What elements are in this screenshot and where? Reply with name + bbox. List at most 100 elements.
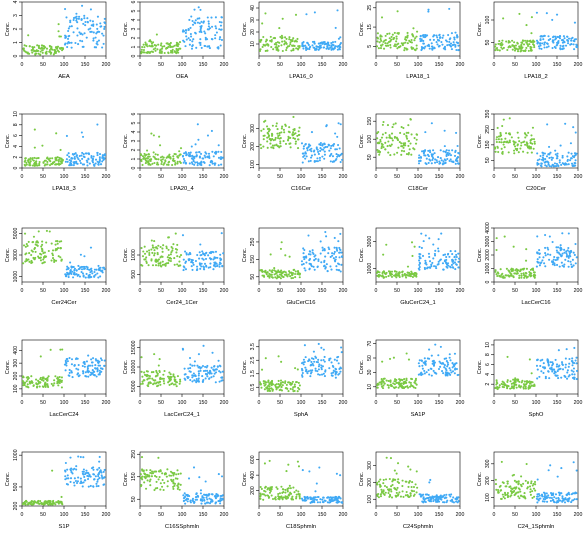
data-point <box>435 159 438 162</box>
data-point <box>188 43 191 46</box>
data-point <box>198 251 201 254</box>
data-point <box>183 373 186 376</box>
data-point <box>190 35 193 38</box>
data-point <box>378 274 381 277</box>
data-point <box>446 365 449 368</box>
data-point <box>409 117 412 121</box>
data-point <box>95 42 98 45</box>
data-point <box>312 350 315 353</box>
data-point <box>276 41 279 44</box>
data-point <box>103 483 106 486</box>
data-point <box>337 240 340 243</box>
data-point <box>393 31 396 34</box>
data-point <box>168 371 171 374</box>
data-point <box>191 374 194 377</box>
data-point <box>161 472 164 475</box>
data-point <box>32 384 35 387</box>
data-point <box>556 157 559 160</box>
data-point <box>395 378 398 382</box>
x-tick-label: 200 <box>220 62 229 68</box>
x-tick-label: 50 <box>277 512 283 518</box>
data-point <box>196 17 199 20</box>
x-tick-label: 200 <box>574 174 583 180</box>
data-point <box>53 260 56 264</box>
panel-label: C16Cer <box>291 186 311 192</box>
data-point <box>66 154 69 157</box>
x-tick-label: 100 <box>532 62 541 68</box>
data-point <box>83 255 86 258</box>
data-point <box>98 369 101 372</box>
data-point <box>181 347 184 350</box>
data-point <box>565 253 568 257</box>
data-point <box>190 258 193 262</box>
data-point <box>389 270 392 273</box>
data-point <box>448 43 451 46</box>
data-point <box>157 163 160 166</box>
data-point <box>153 156 156 159</box>
panel-label: GluCerC16 <box>287 300 316 306</box>
data-point <box>529 39 532 42</box>
data-point <box>85 272 88 276</box>
data-point <box>318 363 321 366</box>
data-point <box>386 42 389 45</box>
data-point <box>187 258 190 261</box>
data-point <box>260 269 264 273</box>
data-point <box>85 360 89 363</box>
data-point <box>328 359 331 362</box>
data-point <box>496 49 499 52</box>
data-point <box>33 146 36 149</box>
data-point <box>503 146 506 149</box>
data-point <box>406 265 410 268</box>
data-point <box>337 355 340 358</box>
data-point <box>454 31 457 34</box>
data-point <box>217 164 220 167</box>
data-point <box>406 271 410 274</box>
data-point <box>402 144 405 147</box>
data-point <box>302 40 305 44</box>
data-point <box>79 32 82 36</box>
data-point <box>276 132 279 135</box>
y-tick-label: 1000 <box>131 249 137 261</box>
data-point <box>399 383 402 386</box>
data-point <box>66 46 69 49</box>
data-point <box>204 32 207 35</box>
data-point <box>102 42 105 45</box>
data-point <box>215 368 218 371</box>
data-point <box>395 37 398 40</box>
data-point <box>268 272 271 276</box>
data-point <box>573 377 576 381</box>
data-point <box>144 154 147 157</box>
data-point <box>321 249 324 252</box>
data-point <box>390 132 394 135</box>
x-tick-label: 150 <box>81 512 90 518</box>
data-point <box>334 159 337 162</box>
data-point <box>76 162 79 165</box>
data-point <box>520 272 523 275</box>
data-point <box>560 376 563 379</box>
data-point <box>432 369 435 372</box>
data-point <box>555 162 558 165</box>
data-point <box>555 165 558 168</box>
data-point <box>498 384 501 387</box>
data-point <box>518 12 521 15</box>
data-point <box>184 31 187 35</box>
data-point <box>445 154 448 157</box>
data-point <box>101 154 104 157</box>
data-point <box>76 27 79 30</box>
data-point <box>192 374 195 377</box>
data-point <box>333 160 336 163</box>
data-point <box>542 256 545 259</box>
data-point <box>192 158 195 161</box>
data-point <box>273 43 276 46</box>
data-point <box>520 276 523 279</box>
data-point <box>496 385 499 389</box>
data-point <box>502 46 505 49</box>
data-point <box>82 481 85 484</box>
data-point <box>525 142 529 146</box>
data-point <box>387 44 390 47</box>
data-point <box>523 276 526 279</box>
data-point <box>306 147 309 150</box>
data-point <box>302 363 305 366</box>
data-point <box>457 41 460 45</box>
data-point <box>512 245 515 248</box>
